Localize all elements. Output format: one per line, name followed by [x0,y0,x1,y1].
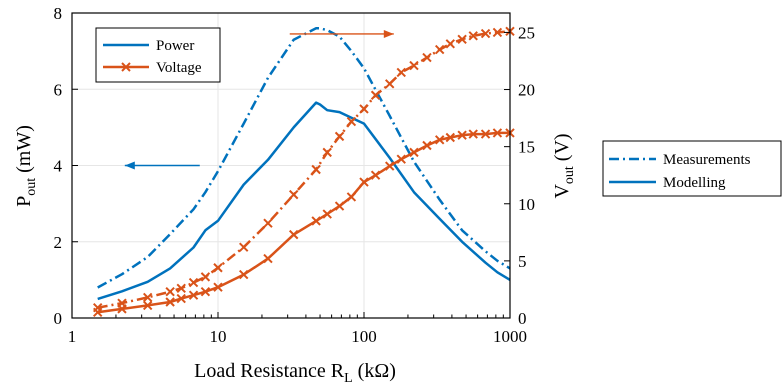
voltage-modelling-point [200,287,211,297]
voltage-measurements-point [457,34,467,44]
voltage-measurements-point [492,27,503,38]
y-right-tick-label: 20 [518,81,535,100]
voltage-measurements-point [445,39,456,49]
voltage-measurements-point [322,147,332,158]
legend-style-box [602,140,782,197]
voltage-modelling-point [492,128,503,138]
voltage-measurements-point [263,218,273,228]
voltage-modelling-point [188,290,199,300]
voltage-modelling-point [334,201,345,211]
y-left-axis-label-sub: out [24,178,39,196]
y-right-tick-label: 5 [518,252,527,271]
voltage-modelling-point [93,307,103,317]
x-tick-label: 100 [351,327,377,346]
voltage-modelling-point [346,192,357,202]
annotation-arrow-left [124,161,200,170]
voltage-modelling-point [322,209,332,219]
voltage-modelling-point [370,170,381,180]
voltage-modelling-point [213,282,223,292]
voltage-modelling-point [445,132,456,143]
voltage-modelling-line [97,131,510,314]
legend-power-label: Power [156,38,194,54]
power-modelling-line [97,101,511,301]
voltage-measurements-point [165,287,175,297]
voltage-modelling-point [142,300,153,311]
legend-measurements-label: Measurements [663,152,751,168]
series-layer [93,26,515,317]
voltage-measurements-point [334,131,345,142]
y-left-axis-label: Pout(mW) [13,125,39,207]
legend-style: Measurements Modelling [602,140,782,197]
voltage-measurements-point [385,79,395,89]
voltage-measurements-line [97,30,511,309]
voltage-measurements-point [188,277,199,288]
voltage-modelling-point [176,293,186,304]
plot-frame [71,12,511,319]
voltage-modelling-point [468,129,478,139]
voltage-modelling-point [385,161,395,171]
x-tick-label: 10 [210,327,227,346]
legend-voltage-marker [121,62,131,72]
y-right-axis-label: Vout(V) [551,133,577,198]
legend-modelling-label: Modelling [663,175,726,191]
voltage-measurements-point [200,272,211,282]
x-axis-label: Load Resistance RL (kΩ) [194,360,396,386]
x-tick-label: 1 [68,327,77,346]
voltage-modelling-point [359,177,369,187]
voltage-measurements-point [409,60,419,71]
voltage-measurements-point [213,263,223,273]
annotations [124,29,394,170]
y-right-tick-label: 10 [518,195,535,214]
legend-voltage-x-mark [121,62,131,72]
voltage-modelling-point [480,129,491,139]
voltage-modelling-point [288,229,299,240]
voltage-modelling-point [434,135,445,145]
y-left-tick-label: 8 [54,4,63,23]
voltage-measurements-point [468,31,478,41]
voltage-measurements-point [311,164,321,175]
voltage-measurements-point [346,116,357,127]
voltage-measurements-point [176,283,186,294]
y-right-tick-label: 0 [518,309,527,328]
voltage-modelling-point [117,304,127,314]
voltage-modelling-point [239,269,249,280]
voltage-measurements-point [480,28,491,39]
voltage-modelling-point [422,140,432,151]
legend-voltage-label: Voltage [156,60,202,76]
voltage-modelling-point [457,130,467,140]
y-right-axis-label-sub: out [562,166,577,184]
y-right-tick-label: 25 [518,23,535,42]
voltage-measurements-point [239,242,249,252]
y-left-tick-label: 2 [54,233,63,252]
x-axis-label-sub: L [344,371,353,386]
voltage-modelling-point [165,297,175,307]
annotation-arrow-right [289,29,394,38]
voltage-measurements-point [396,67,406,78]
legend-series: Power Voltage [95,27,221,83]
voltage-measurements-point [142,292,153,303]
voltage-measurements-point [422,52,432,63]
voltage-measurements-point [370,90,381,100]
voltage-modelling-point [409,147,419,158]
voltage-modelling-point [311,216,321,226]
y-right-tick-label: 15 [518,138,535,157]
voltage-measurements-point [434,44,445,55]
voltage-modelling-point [396,154,406,164]
voltage-modelling-point [263,253,273,264]
x-tick-label: 1000 [493,327,527,346]
y-left-tick-label: 6 [54,80,63,99]
voltage-measurements-point [288,189,299,200]
y-left-tick-label: 4 [54,157,63,176]
voltage-measurements-point [359,104,369,114]
y-left-tick-label: 0 [54,309,63,328]
legend-series-box [95,27,221,83]
